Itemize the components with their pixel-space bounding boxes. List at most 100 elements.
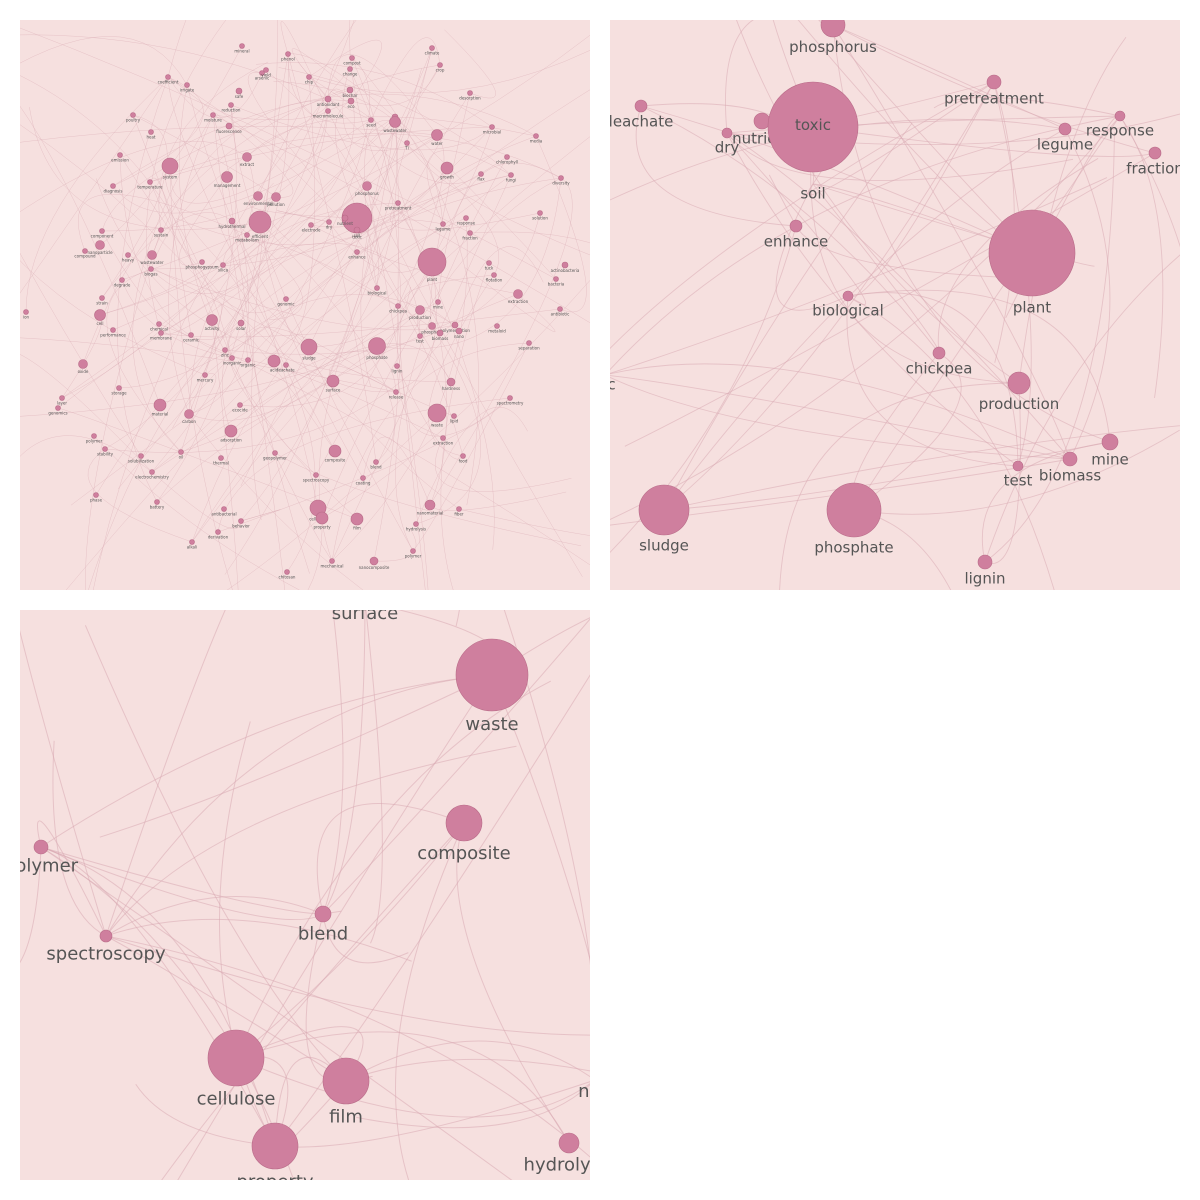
- node-zinc[interactable]: zinc: [221, 347, 229, 358]
- node-circle[interactable]: [440, 161, 454, 175]
- node-circle[interactable]: [154, 499, 160, 505]
- network-zoom-phosphorus-panel[interactable]: phosphorus pretreatment leachate nutrient dr…: [610, 20, 1180, 590]
- node-circle[interactable]: [1148, 146, 1162, 160]
- node-circle[interactable]: [82, 248, 88, 254]
- node-circle[interactable]: [94, 309, 106, 321]
- node-oxide[interactable]: oxide: [78, 359, 89, 374]
- node-circle[interactable]: [78, 359, 88, 369]
- node-pretreatment[interactable]: pretreatment: [944, 74, 1044, 108]
- node-leachate[interactable]: leachate: [610, 99, 673, 131]
- node-circle[interactable]: [221, 171, 233, 183]
- node-temperature[interactable]: temperature: [137, 179, 163, 190]
- node-circle[interactable]: [362, 181, 372, 191]
- node-yield[interactable]: yield: [261, 67, 271, 78]
- node-test[interactable]: test: [1004, 460, 1033, 490]
- node-pollution[interactable]: pollution: [267, 192, 285, 207]
- node-circle[interactable]: [237, 402, 243, 408]
- node-leachate[interactable]: leachate: [277, 362, 295, 373]
- node-circle[interactable]: [1101, 433, 1119, 451]
- node-circle[interactable]: [99, 929, 113, 943]
- node-circle[interactable]: [225, 122, 233, 130]
- node-hardness[interactable]: hardness: [442, 377, 460, 391]
- node-circle[interactable]: [149, 469, 155, 475]
- node-circle[interactable]: [285, 51, 291, 57]
- node-circle[interactable]: [455, 327, 463, 335]
- node-circle[interactable]: [147, 179, 153, 185]
- node-circle[interactable]: [427, 403, 447, 423]
- node-dry[interactable]: dry: [326, 219, 333, 230]
- node-reduction[interactable]: reduction: [222, 102, 241, 113]
- node-circle[interactable]: [455, 638, 529, 712]
- node-circle[interactable]: [202, 372, 208, 378]
- node-nan[interactable]: nan: [578, 1081, 590, 1102]
- node-circle[interactable]: [235, 87, 243, 95]
- node-dry[interactable]: dry: [715, 127, 740, 157]
- node-phosphorus[interactable]: phosphorus: [789, 20, 877, 56]
- node-circle[interactable]: [325, 108, 331, 114]
- node-blend[interactable]: blend: [370, 459, 382, 470]
- node-fungi[interactable]: fungi: [506, 172, 516, 183]
- node-heavy[interactable]: heavy: [122, 252, 135, 263]
- node-circle[interactable]: [435, 299, 441, 305]
- node-release[interactable]: release: [389, 389, 404, 400]
- node-circle[interactable]: [349, 55, 355, 61]
- node-circle[interactable]: [207, 1029, 265, 1087]
- node-hydrothermal[interactable]: hydrothermal: [218, 217, 246, 229]
- node-circle[interactable]: [248, 210, 272, 234]
- node-plant[interactable]: plant: [417, 247, 447, 282]
- node-circle[interactable]: [245, 357, 251, 363]
- node-circle[interactable]: [456, 506, 462, 512]
- node-metaloid[interactable]: metaloid: [488, 323, 506, 334]
- node-circle[interactable]: [429, 45, 435, 51]
- node-circle[interactable]: [395, 303, 401, 309]
- node-film[interactable]: film: [322, 1057, 370, 1127]
- node-diversity[interactable]: diversity: [552, 175, 570, 186]
- node-circle[interactable]: [347, 66, 353, 72]
- node-growth[interactable]: growth: [440, 161, 454, 179]
- node-media[interactable]: media: [530, 133, 543, 144]
- node-circle[interactable]: [199, 259, 205, 265]
- node-soil[interactable]: soil: [800, 184, 825, 202]
- node-circle[interactable]: [267, 354, 281, 368]
- node-ion[interactable]: ion: [23, 309, 30, 320]
- node-carbon[interactable]: carbon: [182, 409, 196, 424]
- node-circle[interactable]: [59, 395, 65, 401]
- node-wastewater[interactable]: wastewater: [383, 116, 407, 133]
- node-lignin[interactable]: lignin: [392, 363, 403, 374]
- node-tuck[interactable]: tuck: [485, 260, 494, 271]
- node-sludge[interactable]: sludge: [638, 484, 690, 555]
- node-nano[interactable]: nano: [454, 327, 465, 339]
- node-circle[interactable]: [415, 305, 425, 315]
- node-circle[interactable]: [147, 250, 157, 260]
- node-antibacterial[interactable]: antibacterial: [211, 506, 237, 517]
- node-polymer[interactable]: polymer: [20, 839, 79, 876]
- node-fiber[interactable]: fiber: [454, 506, 464, 517]
- node-soil[interactable]: soil: [354, 226, 361, 238]
- node-emission[interactable]: emission: [111, 152, 129, 163]
- node-heat[interactable]: heat: [146, 129, 156, 140]
- node-mine[interactable]: mine: [433, 299, 444, 310]
- node-circle[interactable]: [557, 306, 563, 312]
- node-layer[interactable]: layer: [57, 395, 67, 406]
- node-coating[interactable]: coating: [356, 475, 371, 486]
- node-chickpea[interactable]: chickpea: [906, 346, 973, 378]
- node-circle[interactable]: [350, 512, 364, 526]
- node-genomic[interactable]: genomic: [277, 296, 295, 307]
- node-composite[interactable]: composite: [325, 444, 346, 462]
- node-degrade[interactable]: degrade: [114, 277, 131, 288]
- node-lipid[interactable]: lipid: [450, 413, 459, 424]
- node-antioxidant[interactable]: antioxidant: [317, 95, 340, 107]
- node-circle[interactable]: [360, 475, 366, 481]
- node-test[interactable]: test: [416, 333, 424, 344]
- node-circle[interactable]: [210, 112, 216, 118]
- node-adsorption[interactable]: adsorption: [220, 424, 242, 442]
- node-circle[interactable]: [494, 323, 500, 329]
- node-circle[interactable]: [110, 327, 116, 333]
- network-zoom-phosphorus-svg[interactable]: phosphoruspretreatmentleachatenutrientdr…: [610, 20, 1180, 590]
- node-circle[interactable]: [218, 455, 224, 461]
- node-circle[interactable]: [161, 157, 179, 175]
- node-circle[interactable]: [237, 319, 245, 327]
- node-behavior[interactable]: behavior: [232, 518, 250, 529]
- node-nanoparticle[interactable]: nanoparticle: [87, 240, 113, 255]
